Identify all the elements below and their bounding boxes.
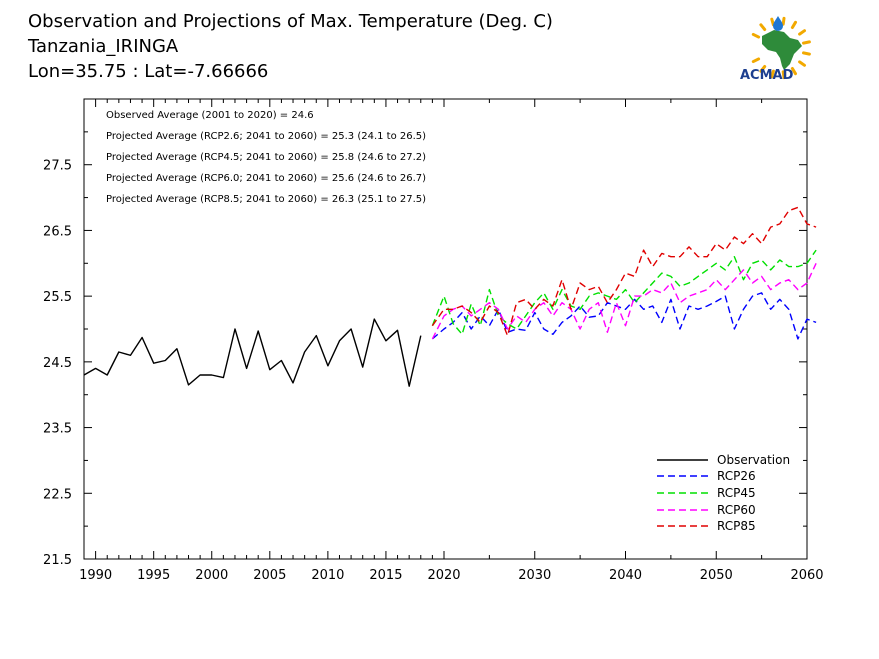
y-tick-label: 26.5	[43, 224, 72, 239]
logo-ray	[781, 16, 786, 26]
legend: Observation RCP26 RCP45 RCP60 RCP85	[657, 453, 790, 533]
ticks-layer: 1990 1995 2000 2005 2010 2015 2020 2030 2040 2050…	[43, 99, 824, 583]
legend-label-observation: Observation	[717, 453, 790, 467]
x-tick-label: 2010	[311, 568, 344, 583]
x-tick-label: 2040	[609, 568, 642, 583]
y-tick-label: 27.5	[43, 159, 72, 174]
y-tick-label: 23.5	[43, 422, 72, 437]
acmad-logo: ACMAD	[740, 16, 811, 83]
logo-water-drop	[773, 16, 783, 31]
series-layer	[83, 206, 817, 387]
plot-frame	[83, 98, 808, 560]
chart-title: Observation and Projections of Max. Temp…	[28, 11, 553, 32]
legend-label-rcp60: RCP60	[717, 503, 756, 517]
x-tick-label: 2020	[427, 568, 460, 583]
annotation-rcp45-average: Projected Average (RCP4.5; 2041 to 2060)…	[106, 152, 426, 163]
logo-ray	[770, 17, 775, 27]
x-tick-label: 2015	[369, 568, 402, 583]
logo-ray	[781, 70, 786, 80]
series-line-rcp26	[431, 292, 817, 340]
logo-ray	[751, 32, 761, 39]
title-block: Observation and Projections of Max. Temp…	[27, 11, 553, 82]
logo-ray	[802, 40, 811, 45]
x-tick-label: 1995	[137, 568, 170, 583]
logo-text: ACMAD	[740, 68, 794, 83]
chart-subtitle-coordinates: Lon=35.75 : Lat=-7.66666	[28, 61, 268, 82]
series-line-rcp45	[431, 249, 817, 335]
logo-ray	[770, 69, 775, 79]
x-tick-label: 1990	[79, 568, 112, 583]
logo-ray	[790, 20, 797, 29]
x-tick-label: 2050	[700, 568, 733, 583]
series-line-rcp85	[431, 206, 817, 337]
y-tick-label: 24.5	[43, 356, 72, 371]
x-tick-label: 2060	[790, 568, 823, 583]
logo-ray	[798, 29, 806, 36]
logo-ray	[790, 67, 797, 76]
x-tick-label: 2000	[195, 568, 228, 583]
y-tick-label: 22.5	[43, 487, 72, 502]
logo-ray	[759, 23, 767, 31]
annotation-rcp26-average: Projected Average (RCP2.6; 2041 to 2060)…	[106, 131, 426, 142]
logo-rays	[751, 16, 811, 80]
logo-africa-shape	[762, 30, 802, 70]
series-line-observation	[83, 318, 422, 387]
logo-ray	[802, 51, 811, 56]
x-tick-label: 2005	[253, 568, 286, 583]
logo-ray	[759, 65, 767, 73]
x-tick-label: 2030	[518, 568, 551, 583]
logo-ray	[751, 57, 761, 64]
legend-label-rcp85: RCP85	[717, 519, 756, 533]
annotation-observed-average: Observed Average (2001 to 2020) = 24.6	[106, 110, 314, 121]
y-tick-label: 21.5	[43, 553, 72, 568]
y-tick-label: 25.5	[43, 290, 72, 305]
annotation-rcp60-average: Projected Average (RCP6.0; 2041 to 2060)…	[106, 173, 426, 184]
series-line-rcp60	[431, 263, 817, 340]
chart-subtitle-location: Tanzania_IRINGA	[27, 36, 179, 57]
legend-label-rcp45: RCP45	[717, 486, 756, 500]
legend-label-rcp26: RCP26	[717, 469, 756, 483]
annotation-rcp85-average: Projected Average (RCP8.5; 2041 to 2060)…	[106, 194, 426, 205]
annotations: Observed Average (2001 to 2020) = 24.6 P…	[106, 110, 426, 205]
logo-ray	[798, 60, 806, 67]
